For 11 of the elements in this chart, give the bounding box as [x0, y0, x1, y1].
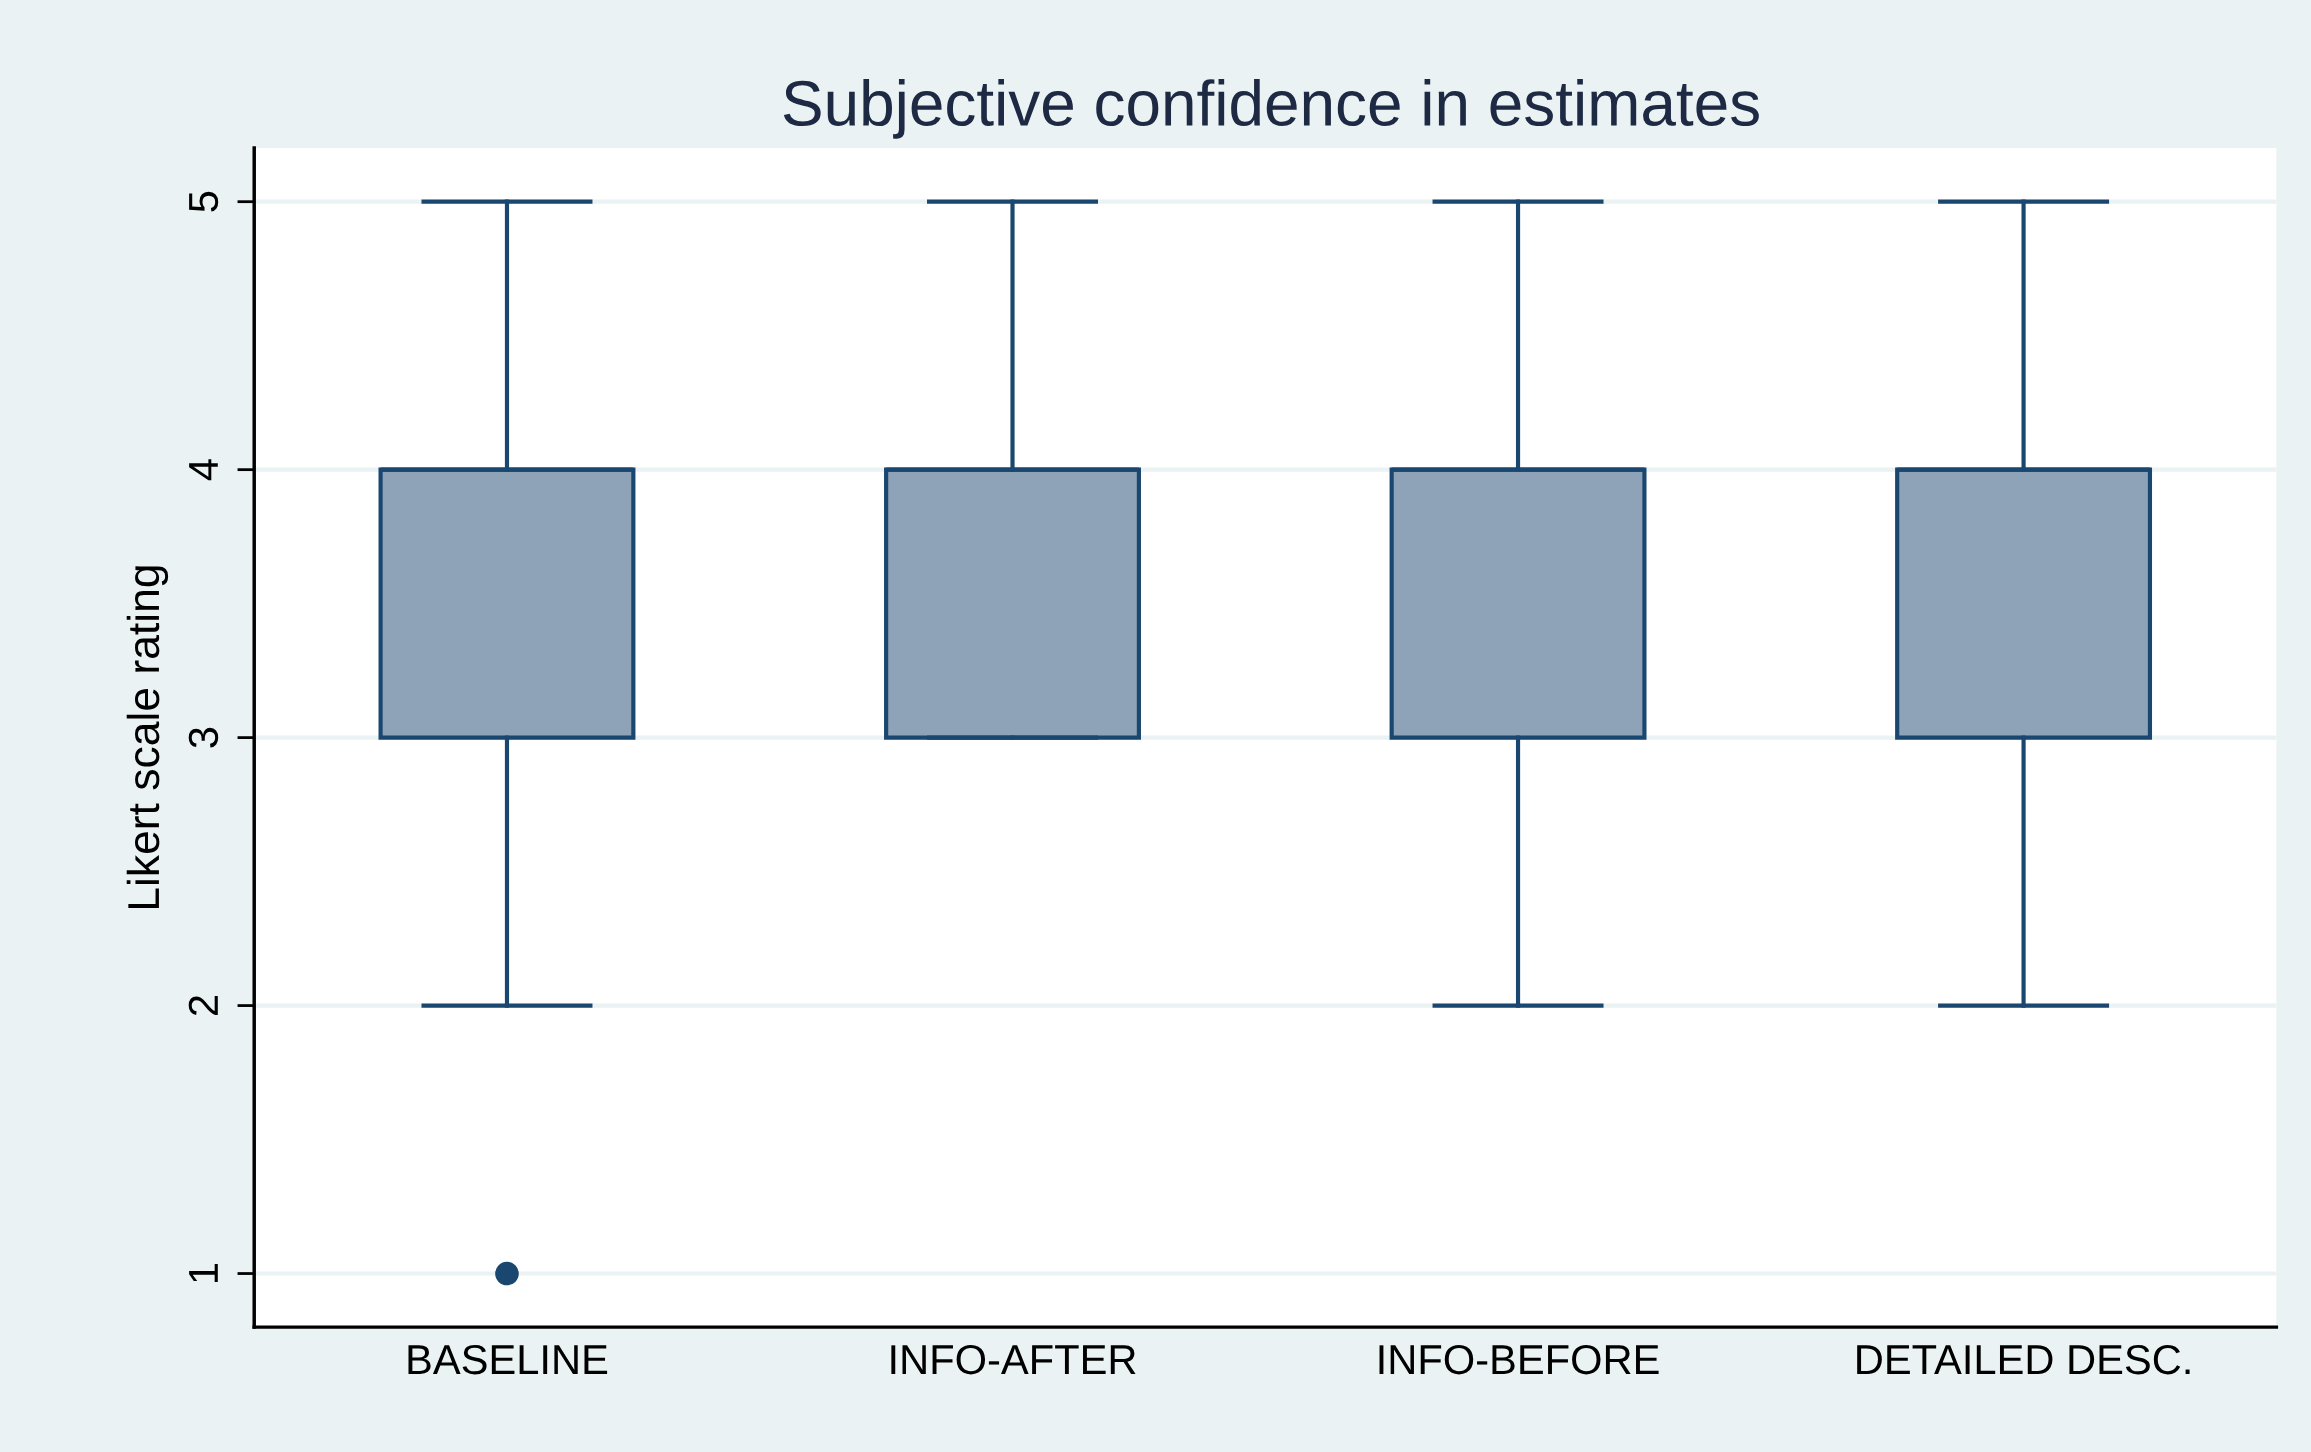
x-tick-label: BASELINE — [408, 1344, 608, 1375]
chart-title: Subjective confidence in estimates — [783, 79, 1759, 139]
x-tick-label: DETAILED DESC. — [1857, 1344, 2190, 1375]
x-tick-label: INFO-AFTER — [891, 1344, 1136, 1375]
y-tick-label: 2 — [188, 996, 218, 1016]
x-tick-label: INFO-BEFORE — [1379, 1344, 1659, 1375]
y-tick-label: 1 — [189, 1263, 218, 1282]
y-axis-title: Likert scale rating — [126, 566, 169, 909]
y-tick-label: 5 — [189, 191, 219, 212]
y-tick-label: 3 — [188, 727, 219, 748]
y-tick-label: 4 — [189, 459, 218, 481]
